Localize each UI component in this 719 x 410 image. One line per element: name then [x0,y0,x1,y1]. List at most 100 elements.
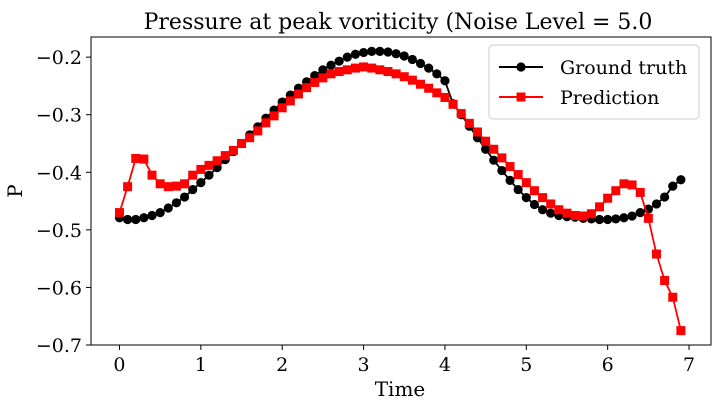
x-axis-label: Time [375,377,426,401]
data-point-prediction [277,103,287,113]
data-point-ground-truth [399,51,409,61]
y-tick-label: −0.6 [36,277,82,299]
x-tick-label: 5 [520,354,532,376]
x-tick-label: 1 [195,354,207,376]
data-point-prediction [285,96,295,106]
data-point-prediction [619,179,629,189]
data-point-prediction [212,156,222,166]
y-axis: −0.7 −0.6 −0.5 −0.4 −0.3 −0.2 [36,47,91,357]
data-point-ground-truth [424,63,434,73]
data-point-ground-truth [326,60,336,70]
data-point-ground-truth [668,181,678,191]
data-point-prediction [497,153,507,163]
data-point-prediction [131,153,141,163]
data-point-prediction [261,118,271,128]
data-point-prediction [660,276,670,286]
data-point-prediction [538,193,548,203]
data-point-prediction [310,77,320,87]
data-point-ground-truth [204,170,214,180]
data-point-ground-truth [611,214,621,224]
data-point-prediction [643,213,653,223]
data-point-ground-truth [212,163,222,173]
legend-item-prediction: Prediction [499,87,659,109]
data-point-prediction [399,72,409,82]
data-point-ground-truth [367,46,377,56]
x-tick-label: 6 [602,354,614,376]
data-point-prediction [114,208,124,218]
legend-item-ground-truth: Ground truth [499,57,687,79]
data-point-prediction [505,162,515,172]
y-axis-label: P [3,184,27,197]
legend-marker-ground-truth [516,62,526,72]
data-point-prediction [245,133,255,143]
data-point-ground-truth [481,144,491,154]
data-point-prediction [407,75,417,85]
y-tick-label: −0.5 [36,220,82,242]
data-point-ground-truth [546,208,556,218]
data-point-prediction [546,199,556,209]
data-point-prediction [139,154,149,164]
data-point-ground-truth [391,49,401,59]
data-point-prediction [424,83,434,93]
data-point-ground-truth [603,214,613,225]
data-point-prediction [188,170,198,180]
data-point-ground-truth [513,184,523,195]
data-point-prediction [269,111,279,121]
data-point-ground-truth [147,210,157,221]
data-point-ground-truth [131,214,141,225]
data-point-ground-truth [521,193,531,203]
legend-marker-prediction [516,92,526,102]
data-point-prediction [651,249,661,259]
data-point-prediction [375,65,385,75]
data-point-prediction [521,178,531,188]
data-point-prediction [554,205,564,215]
y-tick-label: −0.2 [36,47,82,69]
data-point-ground-truth [310,70,320,81]
x-tick-label: 2 [276,354,288,376]
data-point-prediction [171,181,181,191]
data-point-ground-truth [163,203,173,213]
legend-label-prediction: Prediction [560,87,659,109]
data-point-prediction [489,144,499,154]
data-point-prediction [562,208,572,218]
data-point-ground-truth [415,58,426,69]
data-point-ground-truth [375,46,385,56]
y-tick-label: −0.7 [36,335,82,357]
data-point-prediction [595,202,605,212]
data-point-prediction [578,211,588,221]
y-tick-label: −0.3 [36,105,82,127]
data-point-prediction [391,69,401,79]
data-point-ground-truth [537,205,548,215]
data-point-prediction [220,151,230,161]
data-point-prediction [334,67,344,77]
data-point-ground-truth [529,199,540,210]
data-point-prediction [123,182,133,192]
data-point-ground-truth [383,47,393,57]
data-point-prediction [293,89,303,99]
data-point-ground-truth [440,76,450,86]
data-point-prediction [204,160,214,170]
series-prediction [114,62,686,336]
data-point-ground-truth [139,213,149,223]
data-point-prediction [180,179,190,189]
x-tick-label: 4 [439,354,451,376]
data-point-ground-truth [350,49,361,59]
data-point-ground-truth [497,165,507,176]
legend: Ground truth Prediction [488,44,700,120]
chart-title: Pressure at peak voriticity (Noise Level… [144,10,653,35]
plot-frame [90,36,712,346]
data-point-ground-truth [123,214,133,225]
plot-area [90,36,712,346]
data-point-ground-truth [318,65,328,75]
data-point-prediction [147,170,157,180]
data-point-ground-truth [179,192,190,202]
data-point-ground-truth [635,207,645,218]
data-point-ground-truth [651,199,662,209]
data-point-ground-truth [171,198,182,208]
data-point-prediction [456,109,466,119]
data-point-ground-truth [627,211,637,221]
data-point-ground-truth [594,214,605,225]
data-point-prediction [668,292,678,302]
data-point-prediction [196,164,206,174]
data-point-prediction [570,210,580,220]
